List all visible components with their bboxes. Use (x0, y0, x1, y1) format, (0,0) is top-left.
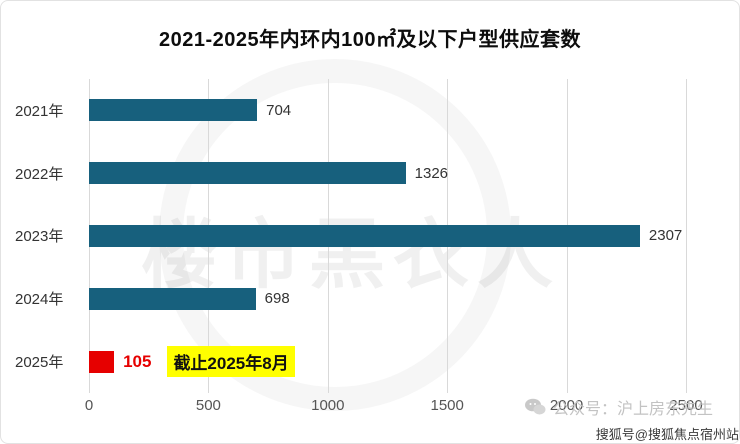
bar-row: 698 (89, 267, 686, 330)
bar-value-label: 105 (123, 351, 152, 371)
x-tick-label: 2000 (549, 397, 584, 414)
chart-title: 2021-2025年内环内100㎡及以下户型供应套数 (158, 29, 581, 51)
bar-value-label: 698 (264, 290, 290, 308)
y-axis-label: 2022年 (15, 165, 64, 183)
annotation-label: 截止2025年8月 (167, 346, 295, 378)
y-axis-label: 2023年 (15, 228, 64, 246)
x-tick-label: 0 (84, 397, 94, 414)
bar (89, 99, 258, 122)
bar-row: 1326 (89, 142, 686, 205)
plot-area: 704 1326 2307 698 105 截止2025年8月 (89, 79, 687, 393)
bar-value-label: 704 (266, 101, 292, 119)
bar-row: 105 截止2025年8月 (89, 330, 686, 393)
x-tick-label: 1000 (311, 397, 345, 414)
bar (89, 224, 640, 247)
y-axis-label: 2021年 (15, 102, 64, 120)
bar (89, 162, 406, 185)
bar-value-label: 1326 (414, 164, 449, 182)
x-tick-label: 500 (195, 397, 221, 414)
y-axis-label: 2025年 (15, 354, 64, 372)
bar (89, 287, 256, 310)
y-axis-label: 2024年 (15, 291, 64, 309)
bar-rows: 704 1326 2307 698 105 截止2025年8月 (89, 79, 686, 393)
x-tick-label: 2500 (669, 397, 703, 414)
bar-value-label: 2307 (648, 227, 683, 245)
corner-attribution: 搜狐号@搜狐焦点宿州站 (595, 427, 739, 442)
bar-row: 2307 (89, 205, 686, 268)
bar-highlighted (89, 350, 115, 373)
x-tick-label: 1500 (430, 397, 464, 414)
y-axis-labels: 2021年 2022年 2023年 2024年 2025年 (15, 79, 85, 393)
bar-row: 704 (89, 79, 686, 142)
x-axis: 0 500 1000 1500 2000 2500 (85, 397, 703, 417)
gridline (686, 79, 687, 393)
